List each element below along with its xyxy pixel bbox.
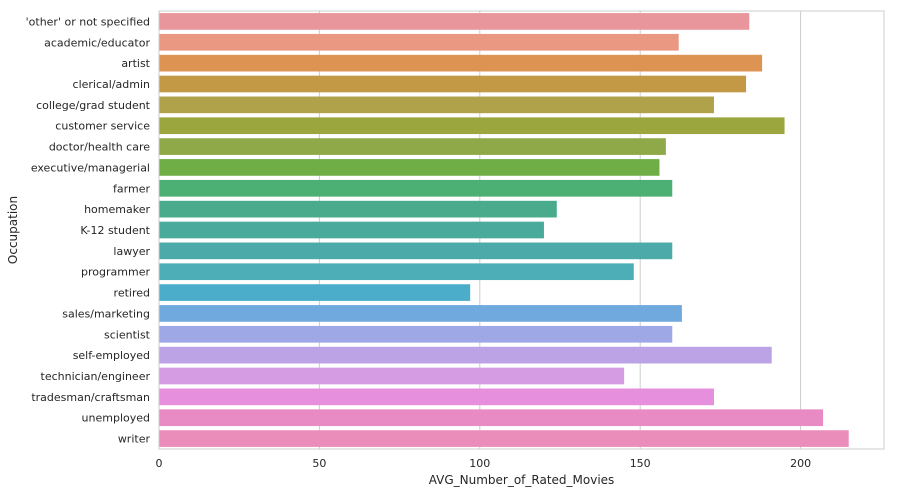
bar: [159, 430, 849, 447]
y-tick-label: unemployed: [82, 412, 150, 425]
y-tick-label: self-employed: [73, 349, 150, 362]
y-tick-label: artist: [121, 57, 150, 70]
y-tick-label: writer: [118, 433, 151, 446]
x-tick-labels: 0 50 100 150 200: [156, 457, 812, 470]
bar: [159, 388, 714, 406]
plot-frame: [158, 10, 885, 450]
bar: [159, 242, 673, 260]
x-tick-label: 100: [469, 457, 490, 470]
y-tick-label: homemaker: [84, 203, 150, 216]
bar: [159, 96, 714, 114]
x-tick-label: 200: [790, 457, 811, 470]
bar: [159, 33, 679, 51]
y-tick-label: lawyer: [113, 245, 150, 258]
y-tick-label: K-12 student: [80, 224, 150, 237]
y-tick-label: college/grad student: [36, 99, 151, 112]
bar: [159, 305, 682, 322]
bar: [159, 13, 750, 30]
y-tick-label: technician/engineer: [41, 370, 151, 383]
bar: [159, 409, 824, 427]
y-tick-label: customer service: [55, 120, 150, 133]
bar: [159, 159, 660, 176]
x-axis-label: AVG_Number_of_Rated_Movies: [429, 473, 615, 487]
bars: [159, 13, 849, 447]
bar: [159, 367, 625, 385]
bar: [159, 75, 747, 93]
bar: [159, 346, 772, 364]
y-tick-label: scientist: [104, 328, 151, 341]
bar: [159, 221, 544, 239]
x-tick-label: 150: [630, 457, 651, 470]
bar: [159, 263, 634, 281]
x-tick-label: 50: [312, 457, 326, 470]
bar: [159, 284, 471, 301]
y-tick-label: doctor/health care: [49, 141, 150, 154]
y-tick-label: academic/educator: [44, 36, 150, 49]
y-tick-label: clerical/admin: [73, 78, 150, 91]
y-tick-label: executive/managerial: [31, 161, 150, 174]
bar: [159, 117, 785, 135]
y-axis-label: Occupation: [6, 196, 20, 264]
bar: [159, 54, 763, 72]
y-tick-label: 'other' or not specified: [26, 15, 150, 28]
y-tick-label: farmer: [113, 182, 150, 195]
x-tick-label: 0: [156, 457, 163, 470]
bar: [159, 200, 557, 218]
y-tick-label: programmer: [81, 266, 150, 279]
bar: [159, 138, 666, 155]
bar: [159, 325, 673, 343]
bar: [159, 179, 673, 197]
y-tick-label: retired: [114, 287, 150, 300]
y-tick-label: sales/marketing: [62, 307, 150, 320]
y-tick-labels: 'other' or not specified academic/educato…: [26, 15, 151, 445]
y-tick-label: tradesman/craftsman: [31, 391, 150, 404]
